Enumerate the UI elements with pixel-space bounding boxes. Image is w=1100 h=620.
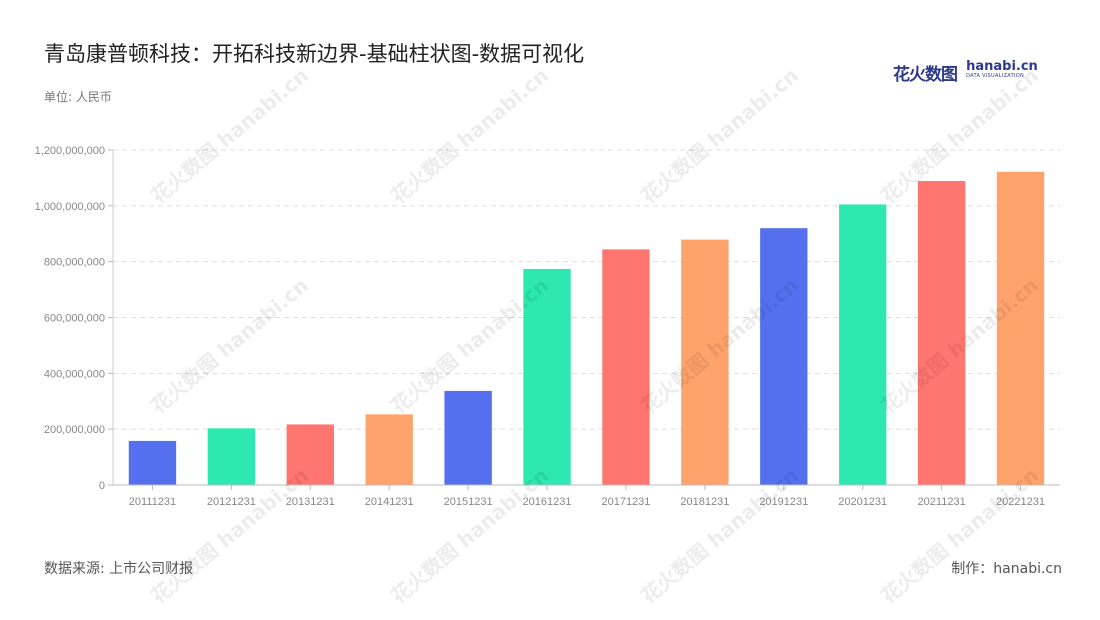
- x-tick-label: 20191231: [759, 496, 808, 508]
- x-tick-label: 20181231: [680, 496, 729, 508]
- x-tick-label: 20131231: [286, 496, 335, 508]
- y-tick-label: 0: [99, 480, 105, 492]
- axes: 0 200,000,000 400,000,000 600,000,000 800,00…: [35, 145, 1060, 508]
- bar-20161231[interactable]: [523, 268, 571, 485]
- unit-label: 单位: 人民币: [44, 90, 112, 104]
- y-tick-label: 1,200,000,000: [35, 145, 105, 157]
- x-tick-label: 20211231: [918, 496, 966, 508]
- bar-20221231[interactable]: [996, 171, 1045, 485]
- bar-20111231[interactable]: [128, 440, 177, 485]
- grid-lines: [113, 149, 1060, 430]
- x-tick-label: 20221231: [996, 496, 1045, 508]
- logo-text-en: hanabi.cn: [966, 59, 1038, 74]
- chart-title: 青岛康普顿科技：开拓科技新边界-基础柱状图-数据可视化: [44, 42, 585, 66]
- x-tick-label: 20161231: [523, 496, 572, 508]
- x-tick-label: 20141231: [365, 496, 414, 508]
- bar-20151231[interactable]: [444, 390, 492, 485]
- x-tick-label: 20151231: [444, 496, 493, 508]
- bar-20191231[interactable]: [760, 228, 808, 485]
- y-tick-label: 400,000,000: [44, 368, 105, 380]
- brand-logo: 花火数图 hanabi.cn DATA VISUALIZATION: [893, 60, 1038, 85]
- logo-subtext: DATA VISUALIZATION: [966, 73, 1025, 79]
- y-tick-label: 800,000,000: [44, 257, 105, 269]
- bar-20131231[interactable]: [286, 424, 334, 485]
- bar-20121231[interactable]: [207, 428, 256, 485]
- x-tick-label: 20171231: [601, 496, 650, 508]
- logo-en-block: hanabi.cn DATA VISUALIZATION: [966, 60, 1038, 79]
- bar-20141231[interactable]: [365, 414, 413, 485]
- logo-text-cn: 花火数图: [893, 65, 958, 85]
- bar-20171231[interactable]: [602, 249, 650, 485]
- bars: [128, 171, 1045, 486]
- x-tick-label: 20201231: [838, 496, 887, 508]
- bar-20201231[interactable]: [839, 204, 887, 485]
- y-tick-label: 1,000,000,000: [35, 201, 105, 213]
- y-tick-label: 600,000,000: [44, 313, 105, 325]
- x-tick-label: 20121231: [207, 496, 256, 508]
- bar-20211231[interactable]: [917, 180, 966, 486]
- source-label: 数据来源: 上市公司财报: [44, 561, 194, 577]
- bar-20181231[interactable]: [681, 239, 729, 485]
- y-tick-label: 200,000,000: [44, 424, 105, 436]
- x-tick-label: 20111231: [129, 496, 176, 508]
- credit-label: 制作：hanabi.cn: [951, 561, 1062, 577]
